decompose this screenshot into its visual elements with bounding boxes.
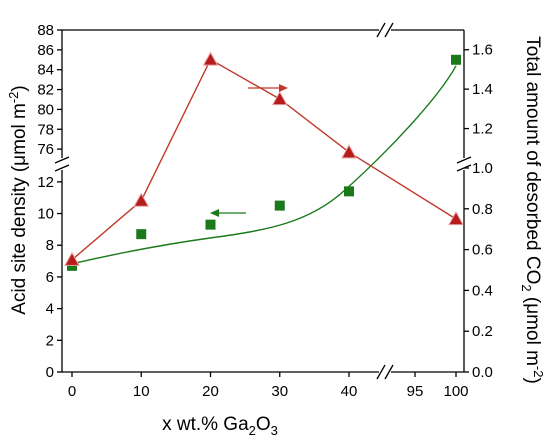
y-break-right (456, 156, 472, 172)
x-tick-label: 40 (341, 383, 358, 400)
y-tick-label-right: 0.8 (472, 201, 493, 218)
y-tick-label-left: 80 (37, 101, 54, 118)
green-square-point (451, 54, 461, 65)
axes: 0 10 20 30 40 95 100 0 2 4 6 8 10 12 76 78 80 82 84 86 88 0.0… (37, 22, 493, 400)
y-tick-label-left: 6 (46, 269, 54, 286)
x-tick-label: 30 (271, 383, 288, 400)
green-square-point (136, 229, 147, 240)
y-tick-label-left: 88 (37, 22, 54, 39)
green-fit-line (71, 65, 457, 265)
y-tick-label-right: 0.4 (472, 282, 493, 299)
x-tick-label: 0 (68, 383, 76, 400)
red-triangle-point (202, 51, 219, 66)
y-tick-label-right: 1.6 (472, 42, 493, 59)
x-tick-label: 100 (443, 383, 468, 400)
y-axis-label-left: Acid site density (μmol m-2) (6, 85, 30, 314)
y-tick-label-left: 86 (37, 42, 54, 59)
y-tick-label-left: 84 (37, 62, 54, 79)
red-triangle-point (64, 251, 80, 266)
green-square-point (274, 200, 285, 211)
red-triangle-point (341, 144, 357, 159)
green-square-point (344, 186, 354, 197)
y-tick-label-left: 12 (37, 174, 54, 191)
y-tick-label-left: 78 (37, 121, 54, 138)
red-triangle-point (448, 210, 464, 226)
red-triangle-point (133, 192, 150, 207)
y-tick-label-right: 0.2 (472, 323, 493, 340)
y-tick-label-left: 4 (46, 301, 54, 318)
y-tick-label-right: 1.4 (472, 81, 493, 98)
x-tick-label: 20 (202, 383, 219, 400)
y-tick-label-left: 82 (37, 82, 54, 99)
green-square-point (205, 219, 216, 230)
x-break-bottom (376, 364, 394, 380)
y-tick-label-right: 1.0 (472, 160, 493, 177)
y-tick-label-right: 0.0 (472, 364, 493, 381)
series (64, 51, 464, 271)
red-triangle-point (271, 90, 288, 106)
y-tick-label-left: 8 (46, 237, 54, 254)
x-tick-label: 10 (133, 383, 150, 400)
x-break-top (376, 22, 394, 38)
green-axis-arrowhead (210, 209, 219, 217)
y-tick-label-right: 1.2 (472, 121, 493, 138)
y-tick-label-right: 0.6 (472, 242, 493, 259)
y-tick-label-left: 76 (37, 141, 54, 158)
red-axis-arrowhead (279, 84, 288, 92)
y-tick-label-left: 10 (37, 206, 54, 223)
y-tick-label-left: 2 (46, 332, 54, 349)
y-tick-label-left: 0 (46, 364, 54, 381)
x-tick-label: 95 (407, 383, 424, 400)
red-series-line (71, 58, 457, 261)
x-axis-label: x wt.% Ga2O3 (162, 414, 278, 438)
y-break-left (54, 156, 70, 172)
y-axis-label-right: Total amount of desorbed CO2 (μmol m-2) (519, 36, 546, 384)
